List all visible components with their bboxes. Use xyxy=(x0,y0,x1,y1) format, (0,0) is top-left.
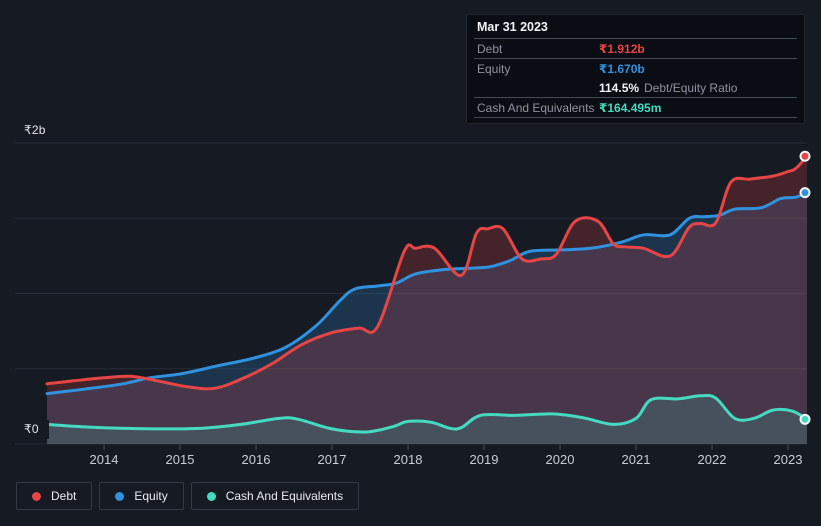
x-tick-label: 2015 xyxy=(166,452,195,467)
cash-and-equivalents-area xyxy=(47,395,807,444)
debt-endpoint-dot xyxy=(799,150,811,162)
tooltip-ratio-label: Debt/Equity Ratio xyxy=(644,80,738,95)
debt-legend-dot-icon xyxy=(32,491,41,501)
x-tick-label: 2019 xyxy=(470,452,499,467)
tooltip-separator xyxy=(474,97,797,98)
debt-line xyxy=(45,154,809,391)
tooltip-separator xyxy=(474,38,797,39)
equity-endpoint-dot xyxy=(799,187,811,199)
y-axis-label-0: ₹0 xyxy=(0,420,49,439)
chart-tooltip: Mar 31 2023 Debt ₹1.912b Equity ₹1.670b … xyxy=(466,14,805,124)
tooltip-row-debt: Debt ₹1.912b xyxy=(467,39,804,58)
tooltip-ratio-value: 114.5% xyxy=(599,80,640,95)
legend-item-equity[interactable]: Equity xyxy=(99,482,184,510)
tooltip-debt-value: ₹1.912b xyxy=(599,41,645,56)
debt-equity-chart-svg[interactable]: 2014 2015 2016 2017 2018 2019 2020 2021 2022 2023 xyxy=(0,0,821,470)
tooltip-row-equity: Equity ₹1.670b xyxy=(467,59,804,78)
legend-item-debt[interactable]: Debt xyxy=(16,482,93,510)
tooltip-separator xyxy=(474,117,797,118)
x-tick-label: 2016 xyxy=(242,452,271,467)
cash-and-equivalents-legend-dot-icon xyxy=(206,491,216,501)
x-tick-label: 2017 xyxy=(318,452,347,467)
tooltip-row-cash: Cash And Equivalents ₹164.495m xyxy=(467,98,804,117)
chart-legend: Debt Equity Cash And Equivalents xyxy=(16,482,360,510)
tooltip-debt-label: Debt xyxy=(477,41,503,56)
debt-area xyxy=(47,156,807,444)
x-tick-label: 2018 xyxy=(394,452,423,467)
tooltip-equity-label: Equity xyxy=(477,61,511,76)
cash-and-equivalents-line xyxy=(45,393,809,434)
legend-item-label: Debt xyxy=(51,489,77,503)
debt-equity-chart-area[interactable]: 2014 2015 2016 2017 2018 2019 2020 2021 2022 2023… xyxy=(0,0,821,470)
x-tick-label: 2023 xyxy=(774,452,803,467)
tooltip-cash-value: ₹164.495m xyxy=(599,100,662,115)
tooltip-date: Mar 31 2023 xyxy=(477,19,548,34)
tooltip-separator xyxy=(474,58,797,59)
tooltip-cash-label: Cash And Equivalents xyxy=(477,100,595,115)
legend-item-label: Equity xyxy=(134,489,168,503)
x-tick-label: 2022 xyxy=(698,452,727,467)
cash-and-equivalents-endpoint-dot xyxy=(799,413,811,425)
y-axis-label-2b: ₹2b xyxy=(0,121,56,140)
legend-item-cash-and-equivalents[interactable]: Cash And Equivalents xyxy=(190,482,360,510)
equity-legend-dot-icon xyxy=(115,491,125,501)
x-tick-label: 2021 xyxy=(622,452,651,467)
tooltip-equity-value: ₹1.670b xyxy=(599,61,645,76)
tooltip-row-ratio: 114.5% Debt/Equity Ratio xyxy=(467,78,804,97)
legend-item-label: Cash And Equivalents xyxy=(225,489,344,503)
x-tick-label: 2020 xyxy=(546,452,575,467)
x-tick-label: 2014 xyxy=(90,452,119,467)
